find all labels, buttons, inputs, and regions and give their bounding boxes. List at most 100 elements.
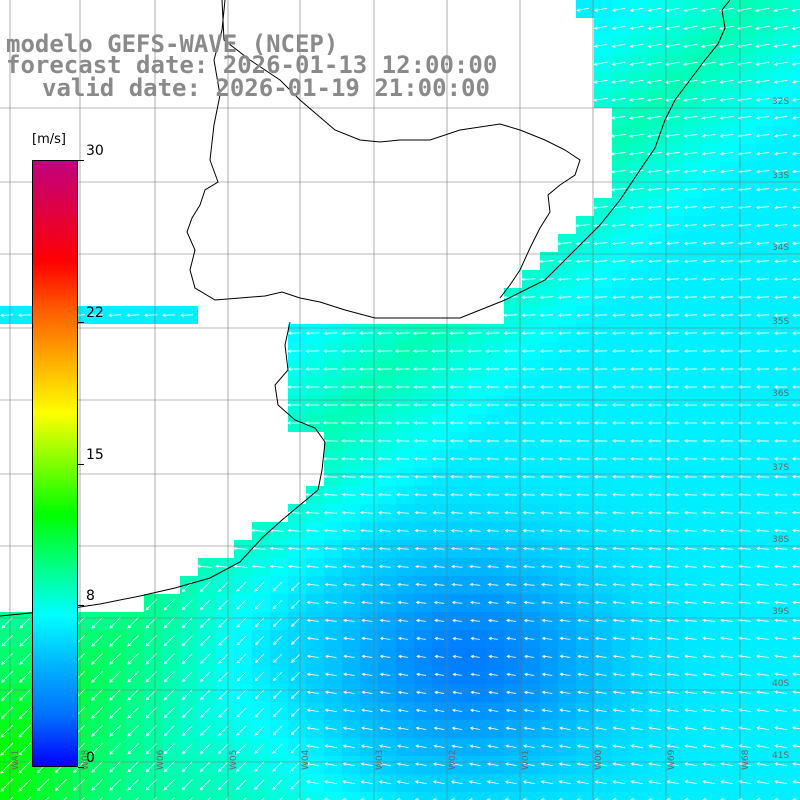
wind-arrow	[360, 528, 374, 533]
wind-arrow	[755, 134, 770, 138]
wind-arrow	[359, 439, 374, 443]
speed-cell	[378, 792, 396, 800]
wind-arrow	[577, 672, 589, 677]
wind-arrow	[254, 779, 265, 790]
wind-arrow	[0, 688, 14, 702]
wind-arrow	[594, 636, 607, 641]
wind-arrow	[539, 259, 554, 264]
wind-arrow	[415, 582, 427, 587]
wind-arrow	[359, 331, 374, 336]
wind-arrow	[720, 708, 734, 713]
wind-arrow	[647, 277, 662, 282]
wind-arrow	[469, 744, 481, 748]
wind-arrow	[416, 690, 427, 695]
wind-arrow	[486, 780, 499, 785]
wind-arrow	[719, 367, 734, 371]
wind-arrow	[630, 600, 643, 605]
wind-arrow	[593, 97, 608, 102]
valid-date: valid date: 2026-01-19 21:00:00	[42, 74, 490, 102]
wind-arrow	[720, 690, 734, 694]
colorbar	[32, 160, 78, 767]
wind-arrow	[379, 708, 391, 713]
lat-label: 34S	[772, 243, 789, 253]
wind-arrow	[541, 654, 553, 659]
wind-arrow	[541, 618, 553, 623]
wind-arrow	[557, 313, 572, 318]
wind-arrow	[737, 259, 752, 264]
wind-arrow	[522, 439, 536, 443]
wind-arrow	[341, 367, 356, 371]
wind-arrow	[756, 546, 770, 551]
wind-arrow	[414, 510, 427, 515]
wind-arrow	[81, 797, 85, 800]
wind-arrow	[397, 708, 409, 713]
wind-arrow	[719, 295, 734, 300]
wind-arrow	[630, 618, 643, 623]
wind-arrow	[323, 474, 338, 479]
wind-arrow	[342, 744, 355, 749]
model-title: modelo GEFS-WAVE (NCEP)	[6, 30, 339, 58]
wind-arrow	[468, 474, 482, 479]
wind-arrow	[413, 367, 428, 371]
wind-arrow	[127, 743, 139, 755]
wind-arrow	[503, 367, 518, 371]
wind-arrow	[665, 367, 680, 371]
wind-arrow	[720, 582, 734, 587]
wind-arrow	[612, 510, 626, 515]
wind-arrow	[702, 510, 716, 515]
wind-arrow	[109, 671, 121, 683]
wind-arrow	[737, 223, 752, 228]
wind-arrow	[342, 564, 355, 569]
wind-arrow	[557, 277, 572, 282]
wind-arrow	[575, 277, 590, 282]
wind-arrow	[340, 403, 356, 407]
wind-arrow	[522, 457, 536, 461]
wind-arrow	[109, 635, 121, 647]
wind-arrow	[593, 349, 608, 353]
wind-arrow	[470, 654, 480, 659]
wind-arrow	[719, 61, 734, 66]
wind-arrow	[576, 582, 589, 587]
wind-arrow	[486, 546, 499, 551]
wind-arrow	[756, 762, 770, 767]
wind-arrow	[218, 707, 229, 718]
wind-arrow	[486, 492, 499, 497]
wind-arrow	[324, 564, 337, 569]
wind-arrow	[719, 97, 734, 102]
wind-arrow	[521, 277, 536, 282]
wind-arrow	[701, 295, 716, 300]
wind-arrow	[737, 313, 752, 318]
wind-arrow	[773, 313, 788, 318]
wind-arrow	[414, 546, 427, 551]
wind-arrow	[791, 62, 800, 66]
wind-arrow	[612, 618, 625, 623]
speed-cell	[504, 792, 522, 800]
wind-arrow	[665, 331, 680, 335]
wind-arrow	[737, 403, 752, 407]
speed-cell	[792, 198, 800, 216]
wind-arrow	[127, 653, 139, 665]
wind-arrow	[577, 690, 589, 695]
wind-arrow	[450, 546, 463, 551]
colorbar-tick-mark	[78, 463, 84, 465]
wind-arrow	[233, 564, 248, 569]
wind-arrow	[665, 241, 680, 246]
wind-arrow	[287, 546, 302, 551]
wind-arrow	[593, 205, 608, 210]
wind-arrow	[415, 564, 427, 569]
wind-arrow	[629, 241, 644, 246]
wind-arrow	[470, 636, 480, 641]
wind-arrow	[523, 672, 535, 677]
wind-arrow	[506, 636, 517, 641]
speed-cell	[792, 594, 800, 612]
wind-arrow	[629, 205, 644, 210]
wind-arrow	[774, 205, 788, 210]
wind-arrow	[73, 779, 85, 791]
wind-arrow	[434, 636, 445, 641]
wind-arrow	[792, 780, 800, 784]
wind-arrow	[413, 457, 428, 461]
wind-arrow	[773, 79, 788, 84]
wind-arrow	[791, 474, 800, 479]
wind-arrow	[397, 654, 409, 659]
wind-arrow	[558, 744, 571, 749]
